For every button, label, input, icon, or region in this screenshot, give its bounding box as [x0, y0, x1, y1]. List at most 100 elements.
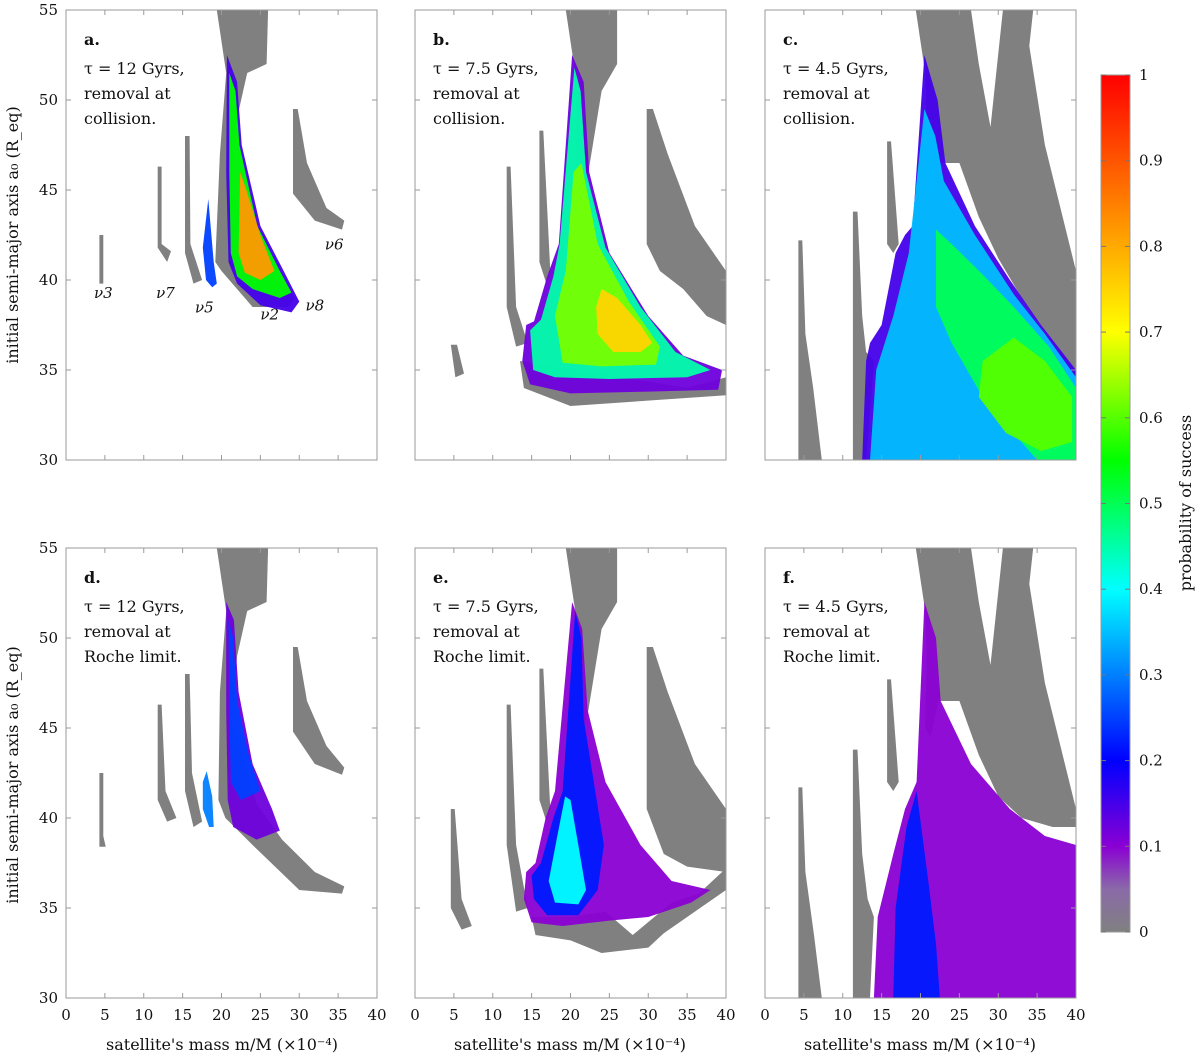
panel-d-note-line-2: Roche limit. [84, 647, 182, 666]
panel-d-y-tick-label-3: 45 [39, 719, 58, 737]
panel-d-x-tick-label-8: 40 [367, 1006, 386, 1024]
panel-e: 0 5 10 15 20 25 30 35 40 e. τ = 7.5 Gyrs, removal a… [410, 547, 736, 1024]
x-axis-title-right: satellite's mass m/M (×10⁻⁴) [804, 1035, 1036, 1054]
panel-d-y-tick-label-5: 55 [39, 539, 58, 557]
panel-b-zero-region-1 [506, 166, 528, 347]
panel-d-x-tick-label-5: 25 [251, 1006, 270, 1024]
panel-d-y-tick-label-1: 35 [39, 899, 58, 917]
panel-e-x-tick-label-2: 10 [483, 1006, 502, 1024]
panel-f-x-tick-label-3: 15 [872, 1006, 891, 1024]
colorbar-tick-label-7: 0.7 [1139, 323, 1163, 341]
panel-f-zero-region-3 [915, 548, 1076, 827]
panel-f-x-tick-label-0: 0 [760, 1006, 770, 1024]
colorbar: 0 0.1 0.2 0.3 0.4 0.5 0.6 0.7 0.8 0.9 1 probabilit… [1100, 66, 1195, 941]
panel-b-zero-region-2 [539, 130, 551, 284]
panel-d: 0 5 10 15 20 25 30 35 40 30 35 40 45 50 55 d. τ = 12 Gyr… [39, 539, 387, 1024]
panel-d-zero-region-0 [99, 773, 106, 847]
panel-a-zero-region-2 [185, 136, 203, 284]
panel-e-note-line-1: removal at [433, 622, 520, 641]
panel-d-zero-region-2 [185, 674, 203, 827]
panel-d-y-tick-label-4: 50 [39, 629, 58, 647]
panel-e-x-tick-label-0: 0 [410, 1006, 420, 1024]
panel-d-note-line-1: removal at [84, 622, 171, 641]
panel-f-note-line-0: τ = 4.5 Gyrs, [783, 597, 889, 616]
colorbar-tick-label-0: 0 [1139, 923, 1149, 941]
panel-a-y-tick-label-3: 45 [39, 181, 58, 199]
panel-c-note-line-1: removal at [783, 84, 870, 103]
panel-e-prob-region-1 [531, 611, 604, 916]
panel-d-zero-region-4 [293, 647, 345, 775]
colorbar-tick-label-3: 0.3 [1139, 666, 1163, 684]
panel-f-x-tick-label-4: 20 [911, 1006, 930, 1024]
panel-a-plot [99, 10, 345, 313]
y-axis-title-bottom: initial semi-major axis a₀ (R_eq) [3, 646, 22, 904]
panel-f: 0 5 10 15 20 25 30 35 40 f. τ = 4.5 Gyrs, removal a… [760, 547, 1086, 1024]
panel-e-zero-region-5 [531, 868, 726, 953]
panel-b-note-line-1: removal at [433, 84, 520, 103]
panel-e-plot [450, 548, 726, 953]
colorbar-tick-label-6: 0.6 [1139, 409, 1163, 427]
panel-e-zero-region-0 [450, 809, 472, 930]
panel-d-zero-region-1 [157, 704, 177, 822]
panel-a-y-tick-label-2: 40 [39, 271, 58, 289]
panel-a-zero-region-0 [99, 235, 104, 284]
panel-c-zero-region-0 [798, 240, 822, 460]
panel-b-note-line-2: collision. [433, 109, 505, 128]
panel-c-zero-region-2 [887, 141, 899, 253]
panel-e-letter: e. [433, 568, 449, 587]
panel-d-x-tick-label-7: 35 [329, 1006, 348, 1024]
panel-e-x-tick-label-1: 5 [449, 1006, 459, 1024]
colorbar-tick-label-5: 0.5 [1139, 495, 1163, 513]
panel-e-x-tick-label-4: 20 [561, 1006, 580, 1024]
panel-c-plot [798, 10, 1076, 460]
panel-e-prob-region-2 [548, 796, 586, 905]
panel-d-x-tick-label-6: 30 [290, 1006, 309, 1024]
y-axis-title-top: initial semi-major axis a₀ (R_eq) [3, 106, 22, 364]
panel-a-zero-region-4 [293, 109, 345, 230]
x-axis-title-left: satellite's mass m/M (×10⁻⁴) [106, 1035, 338, 1054]
panel-f-zero-region-2 [887, 679, 899, 791]
panel-f-prob-region-1 [893, 791, 940, 998]
panel-b-prob-region-2 [555, 163, 660, 367]
panel-f-x-tick-label-1: 5 [799, 1006, 809, 1024]
panel-d-x-tick-label-4: 20 [212, 1006, 231, 1024]
colorbar-tick-label-4: 0.4 [1139, 580, 1163, 598]
panel-d-y-tick-label-2: 40 [39, 809, 58, 827]
panel-f-note-line-2: Roche limit. [783, 647, 881, 666]
panel-b-letter: b. [433, 30, 450, 49]
panel-f-x-tick-label-5: 25 [950, 1006, 969, 1024]
panel-c-note-line-2: collision. [783, 109, 855, 128]
panel-b-zero-region-4 [646, 109, 726, 325]
colorbar-tick-label-9: 0.9 [1139, 152, 1163, 170]
panel-a-prob-region-0 [202, 199, 217, 288]
panel-e-note-line-0: τ = 7.5 Gyrs, [433, 597, 539, 616]
panel-e-x-tick-label-3: 15 [522, 1006, 541, 1024]
panel-f-zero-region-1 [852, 749, 874, 998]
panel-c-zero-region-3 [915, 10, 1076, 379]
panel-f-zero-region-0 [798, 787, 822, 998]
panel-d-plot [99, 548, 345, 894]
panel-a-resonance-label-0: ν3 [94, 284, 113, 302]
panel-e-note-line-2: Roche limit. [433, 647, 531, 666]
panel-e-x-tick-label-8: 40 [716, 1006, 735, 1024]
panel-e-x-tick-label-5: 25 [600, 1006, 619, 1024]
panel-d-y-tick-label-0: 30 [39, 989, 58, 1007]
panel-a-y-tick-label-5: 55 [39, 1, 58, 19]
panel-e-zero-region-2 [539, 668, 551, 822]
panel-f-x-tick-label-7: 35 [1028, 1006, 1047, 1024]
panel-d-letter: d. [84, 568, 101, 587]
x-axis-title-middle: satellite's mass m/M (×10⁻⁴) [454, 1035, 686, 1054]
panel-b-note-line-0: τ = 7.5 Gyrs, [433, 59, 539, 78]
panel-e-zero-region-4 [646, 647, 726, 872]
panel-f-x-tick-label-6: 30 [989, 1006, 1008, 1024]
colorbar-tick-label-10: 1 [1139, 66, 1149, 84]
panel-f-letter: f. [783, 568, 795, 587]
panel-b-prob-region-3 [596, 289, 653, 352]
panel-f-plot [798, 548, 1076, 998]
panel-a-resonance-label-3: ν2 [260, 306, 279, 324]
panel-b-zero-region-0 [450, 344, 464, 378]
panel-a-resonance-label-5: ν6 [325, 235, 344, 253]
colorbar-ticks: 0 0.1 0.2 0.3 0.4 0.5 0.6 0.7 0.8 0.9 1 [1101, 66, 1163, 941]
